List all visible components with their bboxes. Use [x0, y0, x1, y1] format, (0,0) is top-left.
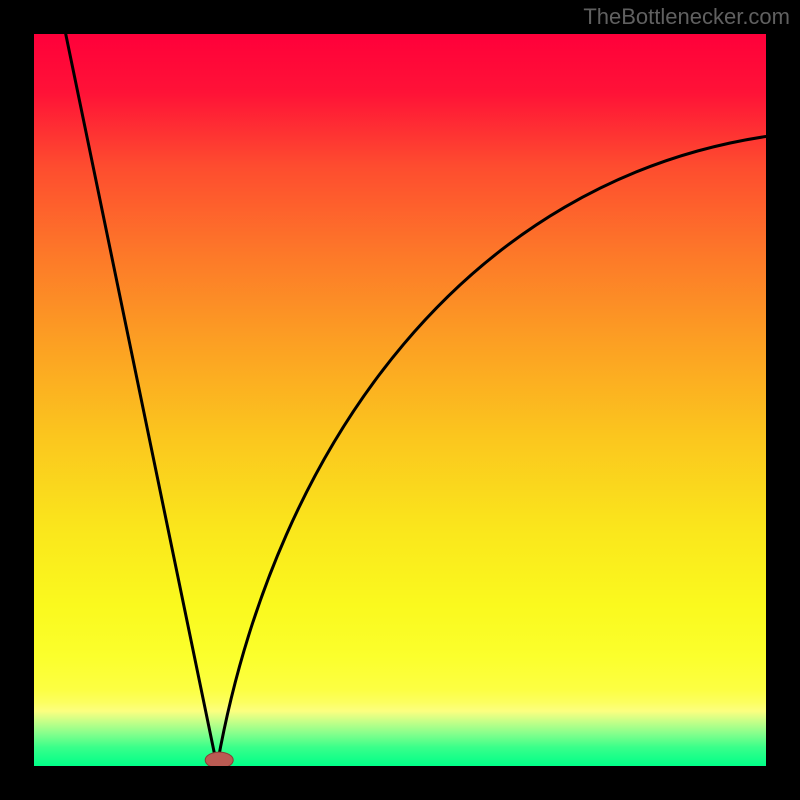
- watermark-text: TheBottlenecker.com: [583, 4, 790, 30]
- optimal-marker: [205, 752, 233, 768]
- bottleneck-chart: [0, 0, 800, 800]
- plot-background: [34, 34, 766, 766]
- chart-container: TheBottlenecker.com: [0, 0, 800, 800]
